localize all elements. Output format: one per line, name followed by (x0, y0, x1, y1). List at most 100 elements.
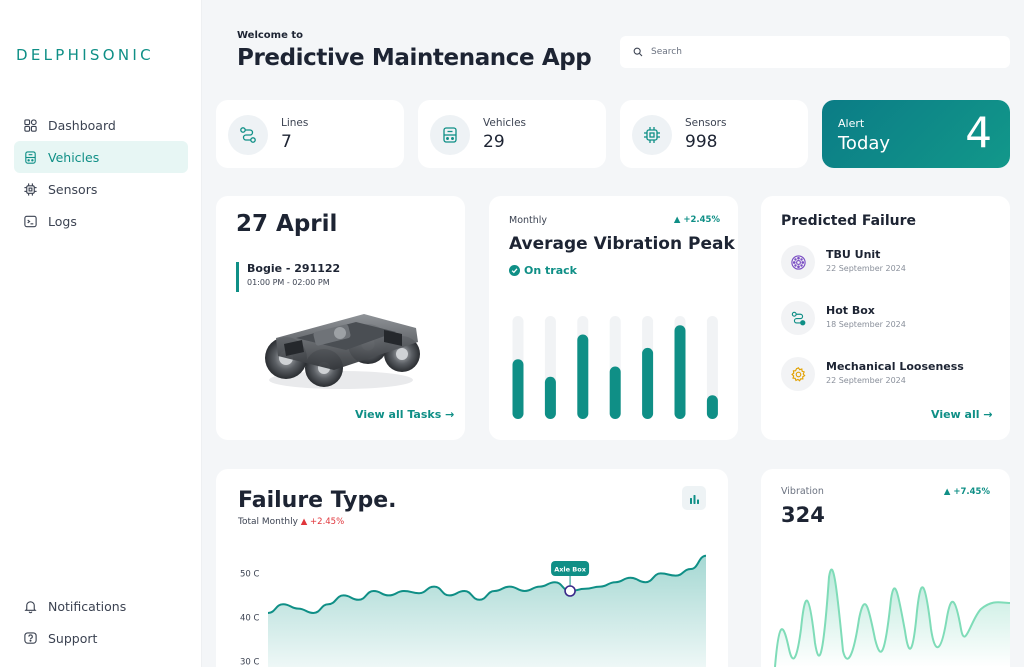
task-item[interactable]: Bogie - 291122 01:00 PM - 02:00 PM (236, 262, 340, 292)
chart-title: Failure Type. (238, 488, 397, 513)
stat-value: 7 (281, 132, 292, 152)
change-value: +2.45% (310, 517, 345, 527)
vibration-label: Vibration (781, 486, 824, 497)
chip-icon (644, 127, 660, 143)
stat-label: Lines (281, 117, 309, 129)
failure-icon-wrap (781, 357, 815, 391)
stat-icon-wrap (430, 115, 470, 155)
search-icon (633, 47, 643, 57)
bar-chart-icon (689, 494, 699, 504)
change-value: +7.45% (953, 487, 990, 497)
main-content: Welcome to Predictive Maintenance App Se… (202, 0, 1024, 667)
vehicle-icon (25, 150, 36, 164)
failure-type-area-chart: 50 C 40 C 30 C Axle Box (240, 554, 707, 667)
stat-card-vehicles[interactable]: Vehicles 29 (418, 100, 606, 168)
area-fill (268, 555, 706, 667)
vibration-bar[interactable] (642, 347, 654, 419)
stat-icon-wrap (632, 115, 672, 155)
failure-item[interactable]: TBU Unit 22 September 2024 (781, 245, 991, 281)
sidebar-item-vehicles[interactable]: Vehicles (14, 141, 188, 173)
bogie-illustration (265, 314, 420, 389)
vibration-wave-line (774, 568, 1010, 667)
route-icon (240, 127, 256, 143)
sidebar-item-logs[interactable]: Logs (14, 205, 188, 237)
sidebar-item-label: Notifications (48, 598, 127, 614)
alert-card[interactable]: Alert Today 4 (822, 100, 1010, 168)
schedule-date: 27 April (236, 211, 338, 237)
stat-icon-wrap (228, 115, 268, 155)
stat-label: Vehicles (483, 117, 527, 129)
check-circle-icon (509, 265, 520, 276)
status-text: On track (524, 264, 577, 277)
view-all-tasks-link[interactable]: View all Tasks → (355, 408, 455, 421)
alert-sub: Today (838, 133, 891, 154)
schedule-card: 27 April Bogie - 291122 01:00 PM - 02:00… (216, 196, 465, 440)
vibration-wave-chart (774, 568, 1010, 667)
change-value: +2.45% (683, 215, 720, 225)
page-title: Predictive Maintenance App (237, 45, 592, 71)
predicted-failure-card: Predicted Failure TBU Unit 22 September … (761, 196, 1010, 440)
sidebar-item-sensors[interactable]: Sensors (14, 173, 188, 205)
sidebar-item-dashboard[interactable]: Dashboard (14, 109, 188, 141)
card-title: Average Vibration Peak (509, 234, 735, 254)
help-icon (24, 631, 37, 644)
dashboard-icon (24, 118, 37, 132)
sidebar-item-notifications[interactable]: Notifications (14, 590, 188, 622)
vibration-bar[interactable] (512, 359, 524, 419)
change-indicator: ▲ +2.45% (300, 517, 345, 527)
chart-subtitle: Total Monthly ▲ +2.45% (238, 517, 344, 527)
sidebar-bottom-nav: Notifications Support (14, 590, 188, 654)
search-bar[interactable]: Search (620, 36, 1010, 68)
stat-card-sensors[interactable]: Sensors 998 (620, 100, 808, 168)
vibration-bar[interactable] (674, 325, 686, 419)
alert-count: 4 (965, 108, 992, 157)
area-line (267, 554, 707, 615)
sidebar-item-support[interactable]: Support (14, 622, 188, 654)
task-time: 01:00 PM - 02:00 PM (247, 278, 330, 287)
failure-date: 22 September 2024 (826, 264, 906, 273)
vibration-peak-card: Monthly ▲ +2.45% Average Vibration Peak … (489, 196, 738, 440)
sidebar-item-label: Support (48, 630, 98, 646)
stat-label: Sensors (685, 117, 727, 129)
y-tick-label: 50 C (240, 569, 260, 579)
failure-item[interactable]: Hot Box 18 September 2024 (781, 301, 991, 337)
sidebar-item-label: Logs (48, 213, 77, 229)
view-all-failures-link[interactable]: View all → (931, 408, 993, 421)
failure-type-card: Failure Type. Total Monthly ▲ +2.45% 50 … (216, 469, 728, 667)
subtitle-text: Total Monthly (238, 517, 298, 527)
change-indicator: ▲ +2.45% (673, 215, 720, 225)
failure-item[interactable]: Mechanical Looseness 22 September 2024 (781, 357, 991, 393)
period-label: Monthly (509, 215, 548, 226)
y-tick-label: 40 C (240, 613, 260, 623)
annotation-point[interactable] (564, 585, 576, 597)
sensor-ring-icon (790, 254, 806, 270)
vibration-card: Vibration ▲ +7.45% 324 (761, 469, 1010, 667)
stat-value: 998 (685, 132, 718, 152)
stat-card-lines[interactable]: Lines 7 (216, 100, 404, 168)
brand-logo[interactable]: DELPHISONIC (16, 46, 154, 64)
vibration-bar[interactable] (609, 366, 621, 419)
y-tick-label: 30 C (240, 657, 260, 667)
vibration-bar-chart (512, 316, 718, 419)
sidebar-item-label: Dashboard (48, 117, 116, 133)
annotation-tooltip (551, 561, 590, 576)
task-name: Bogie - 291122 (247, 262, 341, 275)
vibration-bar[interactable] (706, 395, 718, 419)
bar-track (706, 316, 718, 419)
sidebar-item-label: Sensors (48, 181, 98, 197)
stat-value: 29 (483, 132, 505, 152)
route-icon (791, 311, 805, 325)
annotation-label: Axle Box (554, 566, 587, 574)
sidebar-item-label: Vehicles (48, 149, 100, 165)
alert-label: Alert (838, 117, 865, 130)
sidebar-nav: Dashboard Vehicles Sensors Logs (14, 109, 188, 237)
status-badge: On track (509, 264, 577, 277)
vibration-wave-area (775, 569, 1010, 667)
vibration-bar[interactable] (544, 376, 556, 419)
search-input[interactable]: Search (651, 47, 682, 57)
failure-name: Mechanical Looseness (826, 360, 964, 373)
failure-date: 18 September 2024 (826, 320, 906, 329)
vibration-bar[interactable] (577, 334, 589, 419)
terminal-icon (24, 215, 37, 227)
chart-type-button[interactable] (682, 486, 706, 510)
